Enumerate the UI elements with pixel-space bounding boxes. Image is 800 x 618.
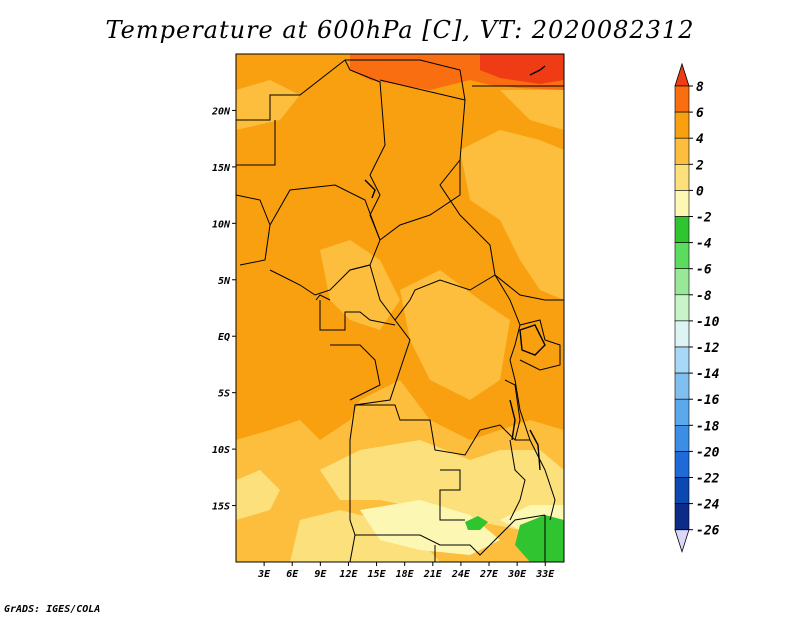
lon-label: 21E <box>423 569 443 580</box>
lon-label: 33E <box>535 569 555 580</box>
colorbar-swatch <box>674 451 690 478</box>
field-band-m6tom4-zambia <box>465 516 488 530</box>
field-band-m6tom4-mozambique <box>515 515 564 562</box>
colorbar-label: -6 <box>696 263 712 278</box>
lat-label: 10S <box>212 445 230 456</box>
lat-label: 5S <box>218 389 230 400</box>
colorbar-swatch <box>674 111 690 139</box>
colorbar-label: -14 <box>696 367 720 382</box>
field-band-0to2-west <box>236 80 300 130</box>
colorbar-label: -16 <box>696 393 720 408</box>
lon-label: 30E <box>507 569 527 580</box>
colorbar-swatch <box>674 372 690 400</box>
country-borders <box>236 59 564 562</box>
lon-label: 12E <box>339 569 358 580</box>
colorbar-label: -24 <box>696 498 720 513</box>
colorbar-label: -12 <box>696 341 720 356</box>
lon-label: 18E <box>396 569 415 580</box>
field-band-0to2-sudan <box>460 130 564 300</box>
lon-label: 27E <box>479 569 499 580</box>
field-band-6to8 <box>480 54 564 84</box>
colorbar-swatch <box>674 242 690 270</box>
field-band-m4tom2 <box>360 500 500 555</box>
lakes-coast <box>364 65 546 471</box>
colorbar-swatch <box>674 320 690 348</box>
colorbar-top-arrow <box>674 62 690 87</box>
colorbar-label: 6 <box>696 106 704 121</box>
field-band-0to2-egypt <box>500 90 564 130</box>
field-band-m2to0-coast <box>236 470 280 520</box>
grads-credit: GrADS: IGES/COLA <box>4 604 101 615</box>
lon-label: 9E <box>314 569 327 580</box>
colorbar-label: 0 <box>696 184 704 199</box>
field-band-m2to0-namibia <box>290 510 440 562</box>
colorbar-swatch <box>674 477 690 504</box>
colorbar-swatch <box>674 137 690 165</box>
colorbar-swatch <box>674 268 690 296</box>
lon-label: 24E <box>451 569 471 580</box>
colorbar-label: -18 <box>696 419 720 434</box>
lat-label: 10N <box>212 219 231 230</box>
colorbar-label: -8 <box>696 289 712 304</box>
colorbar-label: -10 <box>696 315 720 330</box>
colorbar: 8 6 4 2 0 -2 -4 -6 -8 -10 -12 -14 -16 -18 -20 -22 -24 -26 <box>674 62 720 554</box>
colorbar-label: -20 <box>696 445 720 460</box>
colorbar-label: 2 <box>695 158 704 173</box>
lat-label: 15N <box>212 163 231 174</box>
longitude-axis: 3E 6E 9E 12E 15E 18E 21E 24E 27E 30E 33E <box>257 562 555 580</box>
lat-label: EQ <box>218 332 230 343</box>
temperature-field <box>236 54 564 562</box>
lat-label: 20N <box>211 106 231 117</box>
colorbar-swatch <box>674 346 690 374</box>
field-band-4to6-libya <box>350 54 470 90</box>
map-title: Temperature at 600hPa [C], VT: 202008231… <box>105 16 695 44</box>
colorbar-swatch <box>674 424 690 452</box>
colorbar-label: -2 <box>696 211 712 226</box>
colorbar-label: -26 <box>696 524 720 539</box>
field-band-0to2-cameroon <box>320 240 400 330</box>
lon-label: 15E <box>368 569 387 580</box>
colorbar-bottom-arrow <box>674 529 690 554</box>
lon-label: 6E <box>286 569 299 580</box>
colorbar-swatch <box>674 294 690 322</box>
colorbar-swatch <box>674 216 690 243</box>
lon-label: 3E <box>257 569 271 580</box>
colorbar-label: 4 <box>696 132 704 147</box>
colorbar-swatch <box>674 164 690 191</box>
map-frame <box>235 53 565 563</box>
field-band-0to2-congo <box>400 270 510 400</box>
colorbar-label: -22 <box>696 472 720 487</box>
colorbar-label: -4 <box>696 237 712 252</box>
colorbar-swatch <box>674 503 690 531</box>
colorbar-swatch <box>674 190 690 217</box>
field-band-m2to0 <box>320 440 564 530</box>
lat-label: 5N <box>218 276 231 287</box>
colorbar-swatch <box>674 398 690 426</box>
colorbar-swatch <box>674 85 690 113</box>
lat-label: 15S <box>212 502 230 513</box>
latitude-axis: 20N 15N 10N 5N EQ 5S 10S 15S <box>211 106 236 513</box>
colorbar-label: 8 <box>696 80 704 95</box>
